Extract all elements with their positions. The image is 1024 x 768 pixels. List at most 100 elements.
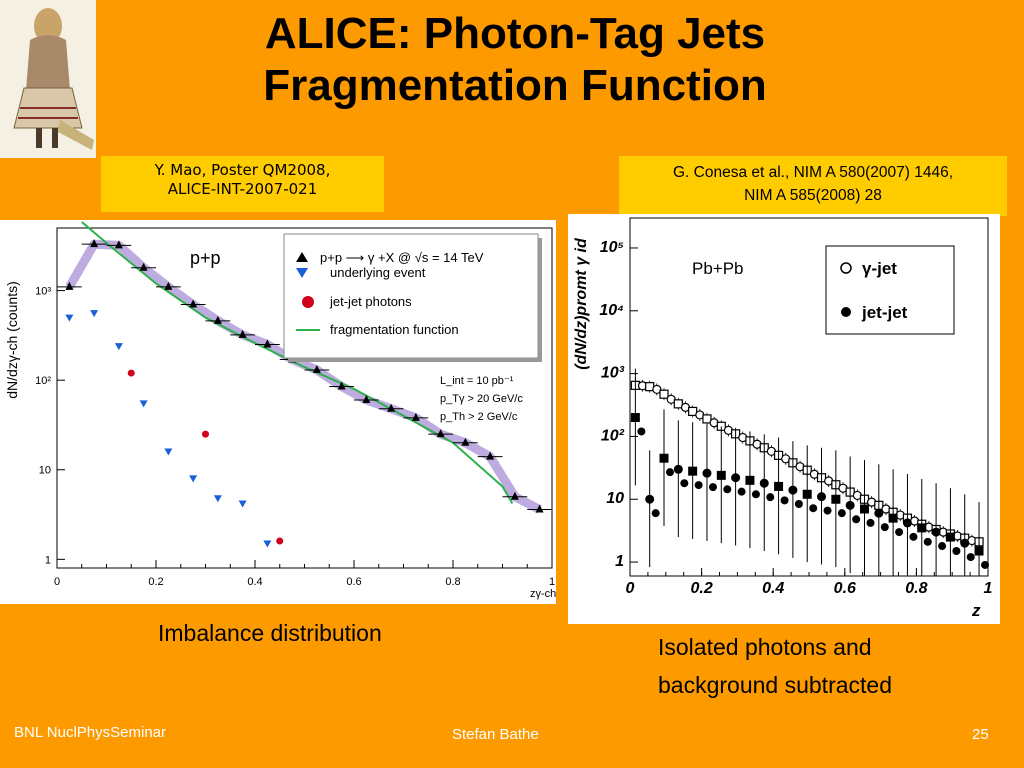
pp-data-point xyxy=(213,315,222,324)
pp-data-point xyxy=(164,281,173,290)
pp-jetjet-photon-point xyxy=(127,369,135,377)
pbpb-x-tick-label: 1 xyxy=(984,580,993,597)
pbpb-jet-jet-point xyxy=(745,475,755,485)
pbpb-jet-jet-point xyxy=(938,542,947,551)
pp-underlying-event-point xyxy=(238,500,247,508)
pbpb-jet-jet-point xyxy=(737,487,746,496)
pp-x-tick-label: 0 xyxy=(54,576,60,588)
pbpb-jet-jet-point xyxy=(731,473,741,483)
pp-x-tick-label: 1 xyxy=(549,576,555,588)
pbpb-y-tick-label: 10⁴ xyxy=(599,302,624,319)
pbpb-jet-jet-point xyxy=(751,490,760,499)
chart-pbpb-svg: 0 0.2 0.4 0.6 0.8 1 1 10 10² 10³ 10⁴ 10⁵ Pb+Pb (dN/… xyxy=(573,217,993,620)
pp-jetjet-photon-point xyxy=(276,537,284,545)
pbpb-jet-jet-point xyxy=(809,504,818,513)
pp-data-point xyxy=(486,451,495,460)
pp-y-tick-label: 10² xyxy=(35,375,51,387)
pbpb-jet-jet-point xyxy=(931,527,941,537)
pbpb-gamma-jet-point xyxy=(688,406,698,417)
pp-y-tick-label: 10³ xyxy=(35,286,51,298)
legend-pp-item-2: jet-jet photons xyxy=(329,294,412,309)
annotation-pt-hadron: p_Th > 2 GeV/c xyxy=(440,411,518,423)
pbpb-jet-jet-point xyxy=(952,547,961,556)
annotation-lumi: L_int = 10 pb⁻¹ xyxy=(440,375,514,387)
pbpb-jet-jet-point xyxy=(630,413,640,423)
pbpb-jet-jet-point xyxy=(659,453,669,463)
footer-left: BNL NuclPhysSeminar xyxy=(14,724,166,741)
pbpb-jet-jet-point xyxy=(794,500,803,509)
title-line-1: ALICE: Photon-Tag Jets xyxy=(264,9,766,58)
x-axis-label-pp: zγ-ch xyxy=(530,588,556,600)
pbpb-y-tick-label: 10⁵ xyxy=(600,239,624,256)
pp-underlying-event-point xyxy=(164,448,173,456)
pbpb-jet-jet-point xyxy=(666,468,675,477)
pp-data-point xyxy=(139,262,148,271)
pbpb-x-tick-label: 0.6 xyxy=(834,580,856,597)
pbpb-x-tick-label: 0.4 xyxy=(762,580,784,597)
pp-y-tick-label: 1 xyxy=(45,554,51,566)
pp-data-point xyxy=(535,504,544,513)
pp-data-point xyxy=(337,381,346,390)
page-number: 25 xyxy=(972,726,989,743)
pp-underlying-event-point xyxy=(263,540,272,548)
footer-center: Stefan Bathe xyxy=(452,726,539,743)
pbpb-jet-jet-point xyxy=(702,468,712,478)
pp-data-point xyxy=(387,403,396,412)
citation-left: Y. Mao, Poster QM2008, ALICE-INT-2007-02… xyxy=(101,156,384,212)
pbpb-y-tick-label: 10 xyxy=(606,490,624,507)
pbpb-jet-jet-point xyxy=(759,478,769,488)
pp-data-point xyxy=(411,412,420,421)
pbpb-jet-jet-point xyxy=(766,493,775,502)
pbpb-jet-jet-point xyxy=(673,464,683,474)
legend-pp-item-0: p+p ⟶ γ +X @ √s = 14 TeV xyxy=(320,250,484,265)
pbpb-jet-jet-point xyxy=(817,492,827,502)
pbpb-jet-jet-point xyxy=(945,532,955,542)
pbpb-jet-jet-point xyxy=(974,546,984,556)
citation-left-line-2: ALICE-INT-2007-021 xyxy=(167,180,318,198)
pbpb-jet-jet-point xyxy=(774,481,784,491)
annotation-pt-gamma: p_Tγ > 20 GeV/c xyxy=(440,393,523,405)
legend-pp: p+p ⟶ γ +X @ √s = 14 TeV underlying even… xyxy=(283,233,542,362)
title-line-2: Fragmentation Function xyxy=(263,61,767,110)
pbpb-jet-jet-point xyxy=(917,523,927,533)
pp-data-point xyxy=(510,491,519,500)
caption-left: Imbalance distribution xyxy=(158,620,382,646)
pbpb-gamma-jet-point xyxy=(702,414,712,424)
slide-title: ALICE: Photon-Tag Jets Fragmentation Fun… xyxy=(120,8,910,112)
y-axis-label-pp: dN/dzγ-ch (counts) xyxy=(4,281,20,398)
chart-pp-svg: 0 0.2 0.4 0.6 0.8 1 1 10 10² 10³ p+p dN/dzγ-ch (c… xyxy=(4,221,556,600)
pbpb-jet-jet-point xyxy=(888,513,898,523)
pbpb-gamma-jet-point xyxy=(659,389,669,399)
pp-x-tick-label: 0.6 xyxy=(346,576,361,588)
pp-underlying-event-point xyxy=(139,400,148,408)
pp-x-tick-label: 0.8 xyxy=(445,576,460,588)
pbpb-jet-jet-point xyxy=(637,427,646,436)
chart-panel-pbpb: 0 0.2 0.4 0.6 0.8 1 1 10 10² 10³ 10⁴ 10⁵ Pb+Pb (dN/… xyxy=(568,214,1000,624)
pbpb-jet-jet-point xyxy=(694,481,703,490)
pbpb-jet-jet-point xyxy=(708,483,717,492)
y-axis-label-pbpb: (dN/dz)promt γ id xyxy=(573,237,590,370)
citation-left-line-1: Y. Mao, Poster QM2008, xyxy=(154,161,331,179)
pp-underlying-event-point xyxy=(114,343,123,351)
pp-x-tick-label: 0.4 xyxy=(247,576,262,588)
pbpb-jet-jet-point xyxy=(859,504,869,514)
pbpb-y-tick-label: 10² xyxy=(601,427,625,444)
pp-y-tick-label: 10 xyxy=(39,465,51,477)
pp-data-point xyxy=(65,281,74,290)
pp-x-tick-label: 0.2 xyxy=(148,576,163,588)
legend-marker-pp-data xyxy=(296,252,308,262)
pbpb-y-tick-label: 1 xyxy=(615,553,624,570)
panel-label-pp: p+p xyxy=(190,248,221,268)
pbpb-jet-jet-point xyxy=(852,515,861,524)
chart-panel-pp: 0 0.2 0.4 0.6 0.8 1 1 10 10² 10³ p+p dN/dzγ-ch (c… xyxy=(0,220,556,604)
pp-jetjet-photon-point xyxy=(202,430,209,438)
pbpb-gamma-jet-point xyxy=(652,384,662,395)
legend-pbpb: γ-jet jet-jet xyxy=(825,245,955,335)
legend-marker-gamma-jet xyxy=(840,262,852,274)
pbpb-jet-jet-point xyxy=(802,489,812,499)
pbpb-jet-jet-point xyxy=(651,509,660,518)
pbpb-jet-jet-point xyxy=(902,518,912,528)
panel-label-pbpb: Pb+Pb xyxy=(692,259,744,278)
caption-right: Isolated photons and background subtract… xyxy=(658,628,892,704)
pbpb-jet-jet-point xyxy=(780,496,789,505)
